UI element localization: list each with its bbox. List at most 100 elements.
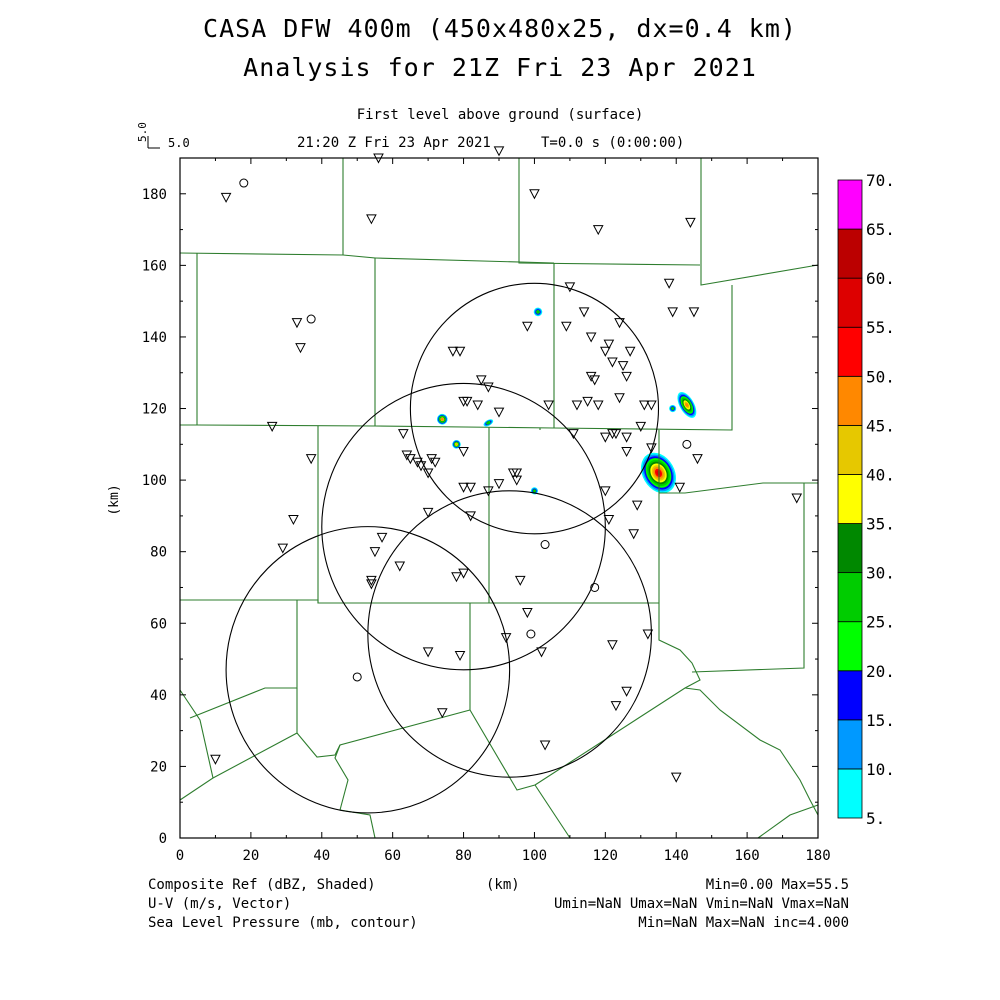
station-triangle	[454, 346, 466, 357]
x-tick-label: 180	[805, 848, 830, 864]
station-triangle	[451, 572, 462, 583]
station-triangle	[621, 686, 632, 697]
colorbar-label: 10.	[866, 760, 895, 779]
station-triangle	[791, 493, 803, 504]
station-triangle	[589, 375, 601, 386]
station-triangle	[295, 343, 306, 354]
station-triangle	[561, 321, 572, 332]
colorbar-swatch	[837, 621, 863, 672]
station-triangle	[415, 461, 427, 472]
station-triangle	[635, 421, 647, 432]
echo-cell	[452, 440, 461, 449]
station-triangle	[493, 146, 505, 157]
x-tick-label: 140	[664, 848, 689, 864]
station-triangle	[582, 396, 593, 407]
colorbar-swatch	[837, 277, 863, 328]
legend-wind-vector: U-V (m/s, Vector)	[148, 896, 292, 912]
y-tick-label: 20	[150, 759, 167, 775]
x-tick-label: 120	[593, 848, 618, 864]
colorbar-swatch	[837, 375, 863, 426]
valid-time-label: 21:20 Z Fri 23 Apr 2021	[297, 135, 491, 151]
echo-level	[486, 421, 490, 425]
chart-subtitle: Analysis for 21Z Fri 23 Apr 2021	[243, 53, 757, 82]
station-triangle	[603, 339, 615, 350]
station-triangle	[543, 400, 554, 411]
station-triangle	[500, 633, 512, 644]
x-tick-label: 160	[734, 848, 759, 864]
station-circle	[526, 629, 536, 639]
station-triangle	[529, 189, 540, 200]
station-circle	[540, 540, 550, 550]
station-triangle	[483, 486, 494, 497]
station-triangle	[674, 482, 686, 493]
station-triangle	[646, 400, 657, 411]
station-triangle	[291, 318, 303, 329]
station-triangle	[522, 321, 533, 332]
station-triangle	[685, 217, 696, 228]
station-triangle	[465, 482, 476, 493]
pressure-stats: Min=NaN Max=NaN inc=4.000	[638, 915, 849, 931]
x-tick-label: 100	[522, 848, 547, 864]
station-circle	[352, 672, 362, 682]
y-tick-label: 160	[142, 258, 167, 274]
station-triangle	[458, 446, 469, 458]
colorbar-label: 15.	[866, 711, 895, 730]
station-triangle	[617, 361, 629, 372]
colorbar-swatch	[837, 424, 863, 475]
station-triangle	[366, 579, 377, 590]
colorbar: 5. 10. 15. 20. 25. 30. 35. 40. 45. 50. 55. 60. 65. 70…	[837, 171, 895, 828]
station-triangle	[266, 421, 278, 432]
colorbar-label: 30.	[866, 564, 895, 583]
station-triangle	[511, 475, 523, 486]
station-triangle	[667, 307, 679, 318]
station-triangle	[692, 454, 703, 465]
station-triangle	[210, 754, 221, 765]
echo-level	[440, 417, 444, 421]
station-triangle	[600, 486, 611, 497]
station-triangle	[670, 772, 682, 783]
station-triangle	[663, 278, 675, 289]
colorbar-label: 70.	[866, 171, 895, 190]
x-tick-label: 80	[455, 848, 472, 864]
level-label: First level above ground (surface)	[356, 107, 644, 123]
colorbar-swatch	[837, 228, 863, 279]
station-triangle	[592, 400, 604, 411]
echo-level	[454, 442, 458, 446]
station-triangle	[447, 346, 459, 357]
y-tick-label: 140	[142, 330, 167, 346]
y-tick-label: 40	[150, 688, 167, 704]
axes: 0 20 40 60 80 100 120 140 160 180 0 20 40 60 80 100 120 1…	[142, 157, 831, 864]
station-triangle	[642, 629, 654, 640]
colorbar-swatch	[837, 670, 863, 721]
y-tick-label: 120	[142, 402, 167, 418]
station-triangle	[465, 511, 476, 522]
radar-ring	[321, 382, 606, 671]
station-circle	[306, 314, 316, 324]
station-triangle	[514, 575, 526, 586]
station-triangle	[610, 701, 622, 712]
station-triangle	[422, 468, 434, 479]
x-tick-label: 20	[242, 848, 259, 864]
colorbar-swatch	[837, 768, 863, 819]
wind-stats: Umin=NaN Umax=NaN Vmin=NaN Vmax=NaN	[553, 896, 849, 912]
x-tick-label: 40	[313, 848, 330, 864]
legend-composite-ref: Composite Ref (dBZ, Shaded)	[148, 877, 376, 893]
radar-range-rings	[225, 282, 660, 814]
station-triangle	[603, 514, 615, 526]
station-triangle	[458, 568, 469, 579]
echo-level	[671, 407, 675, 411]
station-triangle	[614, 393, 625, 404]
station-triangle	[366, 575, 377, 586]
station-triangle	[429, 457, 441, 468]
station-triangle	[571, 400, 583, 411]
station-triangle	[539, 740, 551, 751]
radar-ring	[225, 526, 511, 814]
colorbar-swatch	[837, 523, 863, 574]
x-tick-label: 60	[384, 848, 401, 864]
station-triangle	[397, 429, 409, 440]
station-triangle	[422, 647, 434, 658]
station-triangle	[422, 507, 434, 518]
station-circle	[239, 178, 249, 188]
station-triangle	[401, 450, 413, 461]
station-circle	[682, 439, 692, 449]
